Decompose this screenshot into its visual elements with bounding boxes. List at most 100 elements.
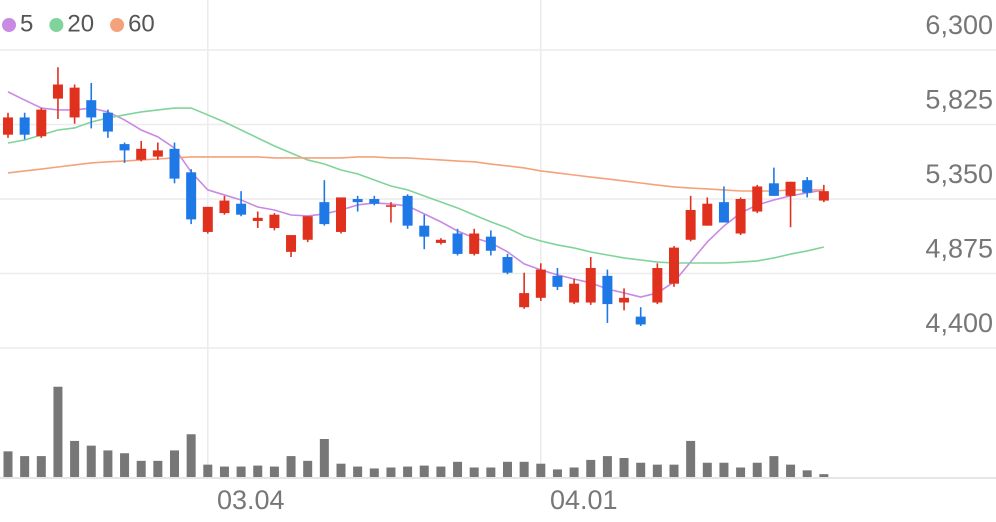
volume-bar [253, 465, 263, 477]
volume-bar [336, 463, 346, 477]
candle-body [286, 235, 297, 252]
y-tick-label: 4,400 [925, 308, 993, 338]
candle-body [169, 148, 180, 179]
candle-body [369, 199, 380, 204]
candle-body [219, 200, 230, 214]
candle-body [502, 257, 513, 273]
volume-bar [153, 460, 163, 477]
volume-bar [203, 464, 213, 477]
legend-label: 20 [67, 10, 94, 37]
legend-marker [2, 18, 16, 32]
volume-bar [453, 461, 463, 477]
candle-body [435, 239, 446, 243]
candle-body [52, 84, 63, 99]
volume-bar [319, 439, 329, 477]
candle-body [519, 293, 530, 308]
candle-body [818, 191, 829, 201]
volume-bar [786, 464, 796, 477]
volume-bar [353, 466, 363, 477]
candle-body [186, 172, 197, 220]
volume-bar [303, 460, 313, 477]
candle-body [569, 283, 580, 303]
candle-body [485, 236, 496, 251]
candle-body [19, 117, 30, 135]
volume-bar [569, 467, 579, 477]
volume-bar [20, 456, 30, 477]
volume-bar [619, 458, 629, 477]
volume-bar [552, 469, 562, 477]
candle-body [718, 202, 729, 223]
volume-bar [636, 462, 646, 477]
candle-body [36, 109, 47, 137]
volume-bar [386, 467, 396, 477]
candle-body [402, 195, 413, 226]
volume-bar [136, 460, 146, 477]
volume-bar [70, 440, 80, 477]
legend-label: 5 [20, 10, 33, 37]
volume-bar [486, 467, 496, 477]
volume-bar [120, 453, 130, 477]
y-tick-label: 4,875 [925, 234, 993, 264]
candle-body [585, 268, 596, 303]
volume-bar [652, 464, 662, 477]
candle-body [252, 217, 263, 221]
candle-body [302, 216, 313, 240]
volume-bar [602, 456, 612, 477]
volume-bar [819, 474, 829, 477]
candle-body [352, 199, 363, 203]
volume-bar [403, 466, 413, 477]
candle-body [269, 214, 280, 229]
volume-bar [802, 470, 812, 477]
volume-bar [702, 462, 712, 477]
candle-body [469, 233, 480, 254]
volume-bar [219, 466, 229, 477]
volume-bar [436, 466, 446, 477]
volume-bar [686, 440, 696, 477]
candle-body [702, 203, 713, 226]
volume-bar [170, 450, 179, 477]
candle-body [635, 316, 646, 325]
volume-bar [269, 466, 279, 477]
candle-body [152, 150, 163, 157]
candle-body [69, 87, 80, 118]
candle-body [419, 225, 430, 237]
candle-body [535, 269, 546, 298]
candle-body [102, 112, 113, 132]
candle-body [336, 197, 346, 232]
volume-bar [669, 464, 679, 477]
volume-bar [236, 466, 246, 477]
volume-bar [86, 445, 96, 477]
candle-body [785, 181, 796, 196]
volume-bar [469, 467, 479, 477]
volume-bar [419, 465, 429, 477]
candle-body [685, 209, 696, 240]
volume-bar [103, 450, 113, 477]
candle-body [602, 275, 613, 305]
candle-body [669, 247, 679, 284]
volume-bar [536, 463, 546, 477]
volume-bar [503, 461, 512, 477]
candle-body [768, 183, 779, 196]
volume-bar [36, 456, 46, 477]
volume-bar [769, 456, 779, 477]
volume-bar [736, 467, 746, 477]
candle-body [802, 180, 813, 193]
volume-bar [369, 468, 379, 477]
volume-bar [3, 451, 13, 477]
candle-body [3, 117, 13, 135]
volume-bar [719, 462, 729, 477]
x-tick-label: 04.01 [550, 485, 618, 515]
candle-body [136, 148, 147, 160]
candle-body [385, 205, 396, 207]
candle-body [236, 203, 247, 215]
candle-body [202, 206, 213, 232]
volume-bar [586, 459, 596, 477]
volume-bar [519, 461, 529, 477]
ma-line [7, 156, 824, 192]
legend-marker [49, 18, 64, 32]
legend-marker [110, 18, 125, 32]
y-tick-label: 5,350 [925, 159, 993, 189]
candle-body [86, 100, 97, 118]
candle-body [452, 233, 463, 254]
